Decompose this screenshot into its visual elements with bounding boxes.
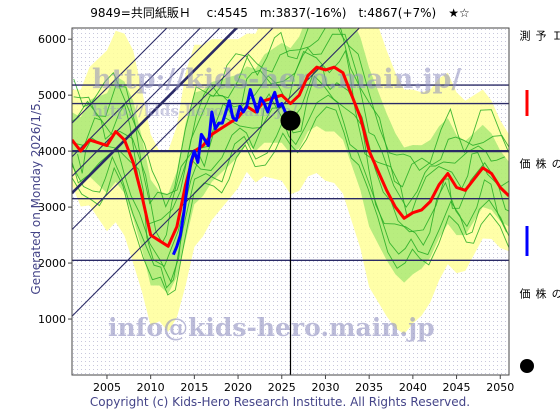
chart-title: 9849=共同紙販Ｈ c:4545 m:3837(-16%) t:4867(+7… bbox=[90, 6, 470, 20]
x-tick-label-2030: 2030 bbox=[311, 381, 339, 394]
legend-latest-label: 最新の株価 bbox=[518, 288, 560, 299]
url-watermark: http://kids-hero.main.jp/ bbox=[92, 64, 461, 95]
email-watermark: info@kids-hero.main.jp bbox=[108, 313, 435, 342]
ai-forecast-line bbox=[72, 65, 509, 248]
forecast-path-1 bbox=[72, 94, 509, 289]
y-tick-label-5000: 5000 bbox=[38, 89, 66, 102]
channel-line-5 bbox=[72, 28, 202, 158]
x-tick-label-2025: 2025 bbox=[268, 381, 296, 394]
y-tick-label-2000: 2000 bbox=[38, 257, 66, 270]
forecast-path-2 bbox=[72, 75, 508, 283]
x-tick-label-2045: 2045 bbox=[443, 381, 471, 394]
y-tick-label-3000: 3000 bbox=[38, 201, 66, 214]
legend-ai-label: ＡＩ予測 bbox=[518, 30, 560, 41]
x-tick-label-2040: 2040 bbox=[399, 381, 427, 394]
legend-past-label: 過去の株価 bbox=[518, 158, 560, 169]
legend-latest-dot bbox=[520, 359, 534, 373]
y-tick-label-1000: 1000 bbox=[38, 313, 66, 326]
past-price-line bbox=[171, 88, 290, 256]
x-tick-label-2015: 2015 bbox=[180, 381, 208, 394]
channel-line-4 bbox=[72, 28, 221, 177]
channel-line-1 bbox=[72, 28, 361, 317]
x-tick-label-2050: 2050 bbox=[486, 381, 514, 394]
x-tick-label-2035: 2035 bbox=[355, 381, 383, 394]
channel-line-6 bbox=[72, 28, 168, 124]
channel-line-3 bbox=[72, 28, 239, 195]
copyright: Copyright (c) Kids-Hero Research Institu… bbox=[89, 395, 471, 409]
forecast-path-8 bbox=[73, 28, 509, 208]
channel-line-2 bbox=[72, 28, 274, 230]
plot-frame bbox=[71, 27, 510, 376]
y-tick-label-6000: 6000 bbox=[38, 33, 66, 46]
latest-price-marker bbox=[280, 110, 301, 131]
y-tick-label-4000: 4000 bbox=[38, 145, 66, 158]
x-tick-label-2010: 2010 bbox=[137, 381, 165, 394]
x-tick-label-2020: 2020 bbox=[224, 381, 252, 394]
forecast-path-6 bbox=[73, 28, 509, 205]
x-tick-label-2005: 2005 bbox=[93, 381, 121, 394]
